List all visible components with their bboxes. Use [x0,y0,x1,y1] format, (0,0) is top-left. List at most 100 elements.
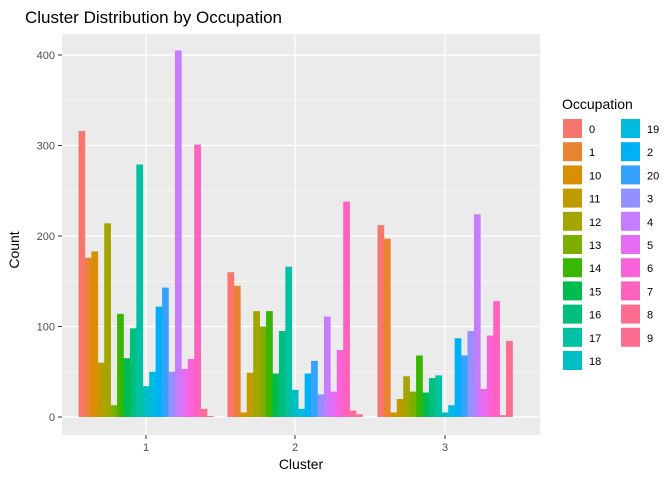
legend-key [621,235,640,254]
y-axis-title: Count [6,231,22,268]
bar [473,214,481,417]
bar [493,301,500,417]
bar [403,376,410,417]
legend-label: 16 [589,310,601,322]
y-tick-label: 100 [37,322,55,334]
bar [129,328,137,417]
legend-label: 3 [647,194,653,206]
bar [240,412,248,417]
bar [441,412,449,417]
bar [330,391,338,417]
x-tick-label: 1 [143,442,149,454]
chart-title: Cluster Distribution by Occupation [25,8,282,27]
bar [291,389,299,417]
bar [448,405,455,417]
bar [506,340,513,417]
bar [207,416,214,417]
bar [467,331,475,417]
bar [136,164,144,417]
bar [272,373,280,417]
legend-label: 1 [589,147,595,159]
bar [409,391,417,417]
legend-key [563,327,582,347]
bar [162,287,169,417]
bar [155,306,163,417]
bar [317,394,325,417]
bar [278,331,286,417]
bar [323,316,331,417]
bar [349,410,357,417]
legend-key [563,281,582,301]
legend-key [621,281,640,301]
bar [390,412,398,417]
bar [246,372,254,417]
bar [285,266,293,417]
bar [499,415,507,417]
legend-key [563,142,582,162]
legend-label: 20 [647,170,659,182]
bar [356,414,363,417]
legend-key [621,188,640,208]
bar [227,272,235,417]
bar [84,257,92,417]
bar [428,378,436,417]
bar [298,408,305,417]
legend-title: Occupation [562,96,633,112]
legend-label: 15 [589,286,601,298]
legend-label: 12 [589,217,601,229]
bar [396,398,404,417]
bar [486,335,494,417]
bar [149,371,156,417]
bar [253,311,260,417]
legend-label: 5 [647,240,653,252]
bar [174,50,182,417]
legend-key [563,258,582,278]
bar [233,285,241,417]
bars [78,50,513,417]
legend-label: 6 [647,263,653,275]
bar [416,355,423,417]
legend-label: 13 [589,240,601,252]
x-tick-label: 2 [292,442,298,454]
bar [383,238,391,417]
legend-key [621,119,640,138]
bar [97,362,105,417]
legend-key [563,211,582,231]
legend-key [621,211,640,231]
bar [377,225,385,417]
y-tick-label: 200 [37,231,55,243]
legend-key [621,258,640,278]
bar [200,408,208,417]
y-axis: 0 100 200 300 400 [37,50,62,424]
bar [435,375,443,417]
legend-label: 18 [589,356,601,368]
x-tick-label: 3 [442,442,448,454]
y-tick-label: 300 [37,141,55,153]
legend-key [621,327,640,347]
legend-label: 8 [647,310,653,322]
bar [311,360,318,417]
bar [422,392,430,417]
legend-key [621,304,640,324]
bar [461,355,468,417]
legend-key [563,235,582,254]
bar [266,311,273,417]
bar [343,201,350,417]
y-tick-label: 400 [37,50,55,62]
bar [454,338,462,417]
legend-label: 0 [589,124,595,136]
bar [336,350,344,417]
legend-label: 14 [589,263,601,275]
legend-key [563,165,582,185]
legend-label: 17 [589,333,601,345]
legend-label: 10 [589,170,601,182]
bar [168,371,176,417]
legend-label: 2 [647,147,653,159]
bar [259,326,267,417]
bar [187,359,195,417]
legend-label: 19 [647,124,659,136]
bar [194,144,201,417]
bar [142,386,150,417]
bar [110,405,118,417]
